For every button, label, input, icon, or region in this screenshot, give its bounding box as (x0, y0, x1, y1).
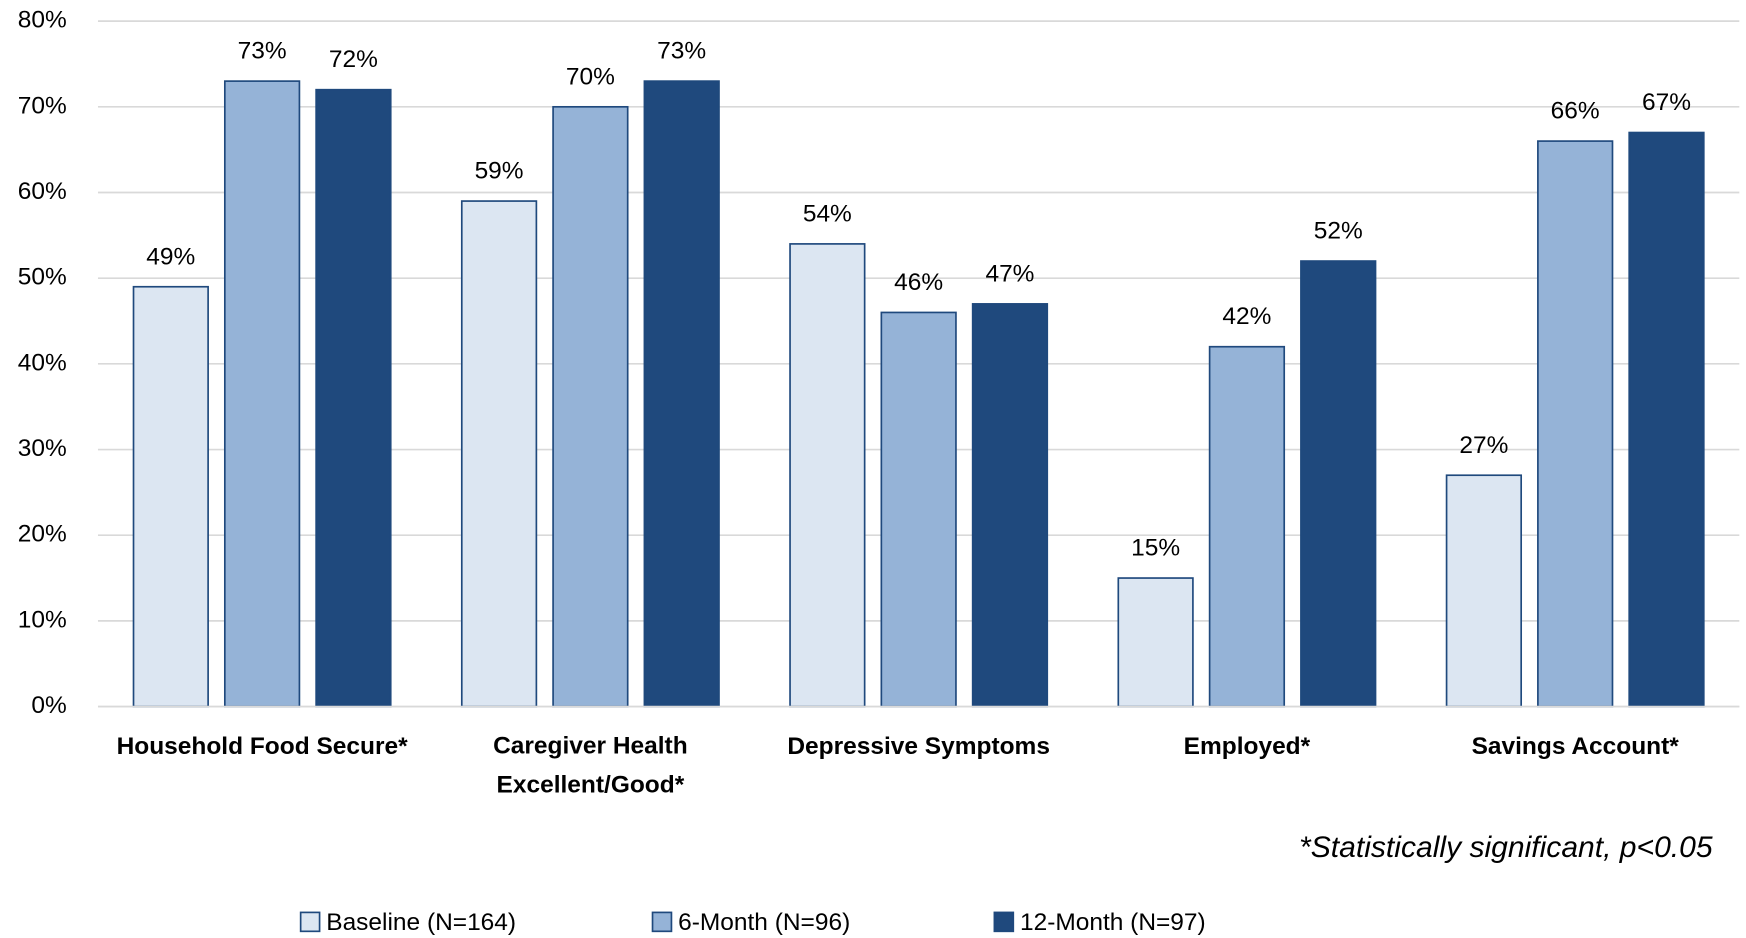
legend-swatch (299, 911, 321, 933)
data-label: 59% (475, 158, 524, 185)
data-label: 73% (657, 38, 706, 65)
data-label: 54% (803, 200, 852, 227)
data-label: 15% (1131, 535, 1180, 562)
data-label: 66% (1551, 98, 1600, 125)
x-tick-label: Household Food Secure* (117, 733, 409, 760)
bar (552, 105, 629, 708)
y-tick-label: 80% (18, 7, 67, 34)
x-tick-label: Caregiver Health Excellent/Good* (493, 733, 688, 799)
data-label: 70% (566, 63, 615, 90)
bar (643, 80, 720, 708)
data-label: 52% (1314, 218, 1363, 245)
legend-swatch (993, 911, 1015, 933)
bar (880, 311, 957, 708)
data-label: 27% (1459, 432, 1508, 459)
data-label: 47% (985, 260, 1034, 287)
legend-label: Baseline (N=164) (326, 909, 516, 936)
data-label: 72% (329, 46, 378, 73)
y-tick-label: 10% (18, 606, 67, 633)
data-label: 67% (1642, 89, 1691, 116)
y-tick-label: 0% (31, 692, 66, 719)
footnote: *Statistically significant, p<0.05 (1299, 831, 1713, 864)
data-label: 46% (894, 269, 943, 296)
bar (971, 303, 1049, 708)
bar (1628, 131, 1705, 708)
x-tick-label: Depressive Symptoms (787, 733, 1050, 760)
data-label: 49% (146, 243, 195, 270)
legend-label: 12-Month (N=97) (1020, 909, 1206, 936)
y-tick-label: 40% (18, 349, 67, 376)
bar (789, 243, 866, 708)
y-tick-label: 50% (18, 264, 67, 291)
bar (1537, 140, 1614, 708)
bar (460, 200, 538, 708)
bar (1208, 345, 1286, 708)
y-tick-label: 30% (18, 435, 67, 462)
data-label: 42% (1222, 303, 1271, 330)
bar (315, 88, 392, 708)
x-tick-label: Employed* (1184, 733, 1311, 760)
bar (132, 285, 209, 708)
data-label: 73% (238, 38, 287, 65)
y-tick-label: 60% (18, 178, 67, 205)
legend-swatch (651, 911, 673, 933)
y-tick-label: 20% (18, 521, 67, 548)
y-tick-label: 70% (18, 92, 67, 119)
bar (1300, 260, 1377, 708)
x-tick-label: Savings Account* (1472, 733, 1680, 760)
bar (223, 80, 301, 708)
bar (1445, 474, 1523, 708)
bar (1117, 577, 1194, 708)
legend-label: 6-Month (N=96) (678, 909, 850, 936)
